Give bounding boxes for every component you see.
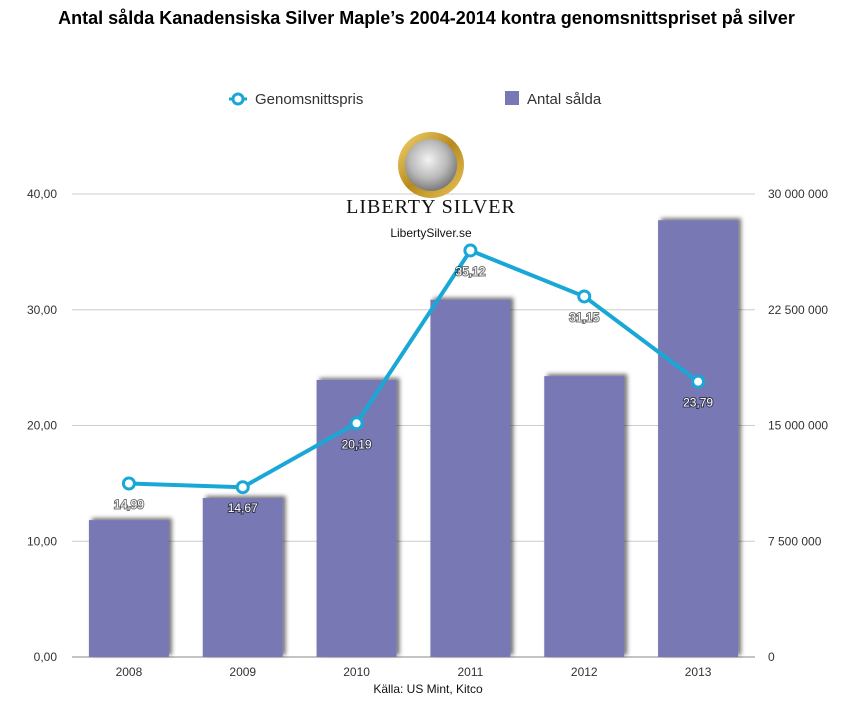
legend-label-genomsnittspris: Genomsnittspris	[255, 91, 363, 108]
price-point-2009	[235, 480, 250, 495]
line-series: 14,99 14,67 20,19 35,12 31,15 23,79	[113, 243, 714, 516]
right-tick-label: 22 500 000	[768, 303, 828, 317]
x-tick-label: 2008	[116, 665, 143, 679]
x-tick-label: 2012	[571, 665, 598, 679]
x-tick-label: 2009	[229, 665, 256, 679]
legend-line-icon	[231, 92, 245, 106]
liberty-silver-logo: LIBERTY SILVER LibertySilver.se	[346, 132, 516, 240]
left-tick-label: 10,00	[27, 534, 57, 548]
x-axis: 2008 2009 2010 2011 2012 2013	[116, 665, 712, 679]
bar-2012	[544, 376, 625, 657]
left-tick-label: 0,00	[34, 650, 58, 664]
price-value-label: 23,79	[683, 396, 713, 410]
grid-lines	[72, 193, 755, 658]
x-tick-label: 2013	[685, 665, 712, 679]
bar-2013	[658, 220, 739, 657]
price-line	[128, 248, 700, 490]
price-value-label: 14,67	[228, 501, 258, 515]
right-tick-label: 0	[768, 650, 775, 664]
bar-2009	[202, 498, 283, 657]
coin-face	[405, 139, 457, 191]
right-tick-label: 15 000 000	[768, 419, 828, 433]
price-point-2010	[349, 416, 364, 431]
legend-bar-icon	[505, 91, 519, 105]
left-tick-label: 30,00	[27, 303, 57, 317]
right-tick-label: 7 500 000	[768, 534, 822, 548]
legend: Genomsnittspris Antal sålda	[229, 91, 602, 108]
right-axis: 0 7 500 000 15 000 000 22 500 000 30 000 000	[768, 187, 828, 664]
chart-title: Antal sålda Kanadensiska Silver Maple’s …	[58, 8, 795, 28]
price-point-2008	[121, 476, 136, 491]
price-value-label: 31,15	[569, 310, 599, 324]
bar-2008	[88, 520, 169, 657]
bar-series	[88, 220, 739, 657]
left-axis: 0,00 10,00 20,00 30,00 40,00	[27, 187, 57, 664]
legend-label-antal-salda: Antal sålda	[527, 91, 602, 108]
price-value-label: 35,12	[455, 264, 485, 278]
price-value-label: 14,99	[114, 497, 144, 511]
watermark-site: LibertySilver.se	[390, 226, 472, 240]
source-label: Källa: US Mint, Kitco	[373, 682, 483, 696]
left-tick-label: 20,00	[27, 419, 57, 433]
bar-2011	[430, 299, 511, 657]
price-point-2012	[577, 289, 592, 304]
price-value-label: 20,19	[342, 437, 372, 451]
right-tick-label: 30 000 000	[768, 187, 828, 201]
price-point-2013	[691, 374, 706, 389]
price-point-2011	[463, 243, 478, 258]
x-tick-label: 2011	[458, 665, 484, 679]
left-tick-label: 40,00	[27, 187, 57, 201]
x-tick-label: 2010	[343, 665, 370, 679]
watermark-brand: LIBERTY SILVER	[346, 196, 516, 218]
